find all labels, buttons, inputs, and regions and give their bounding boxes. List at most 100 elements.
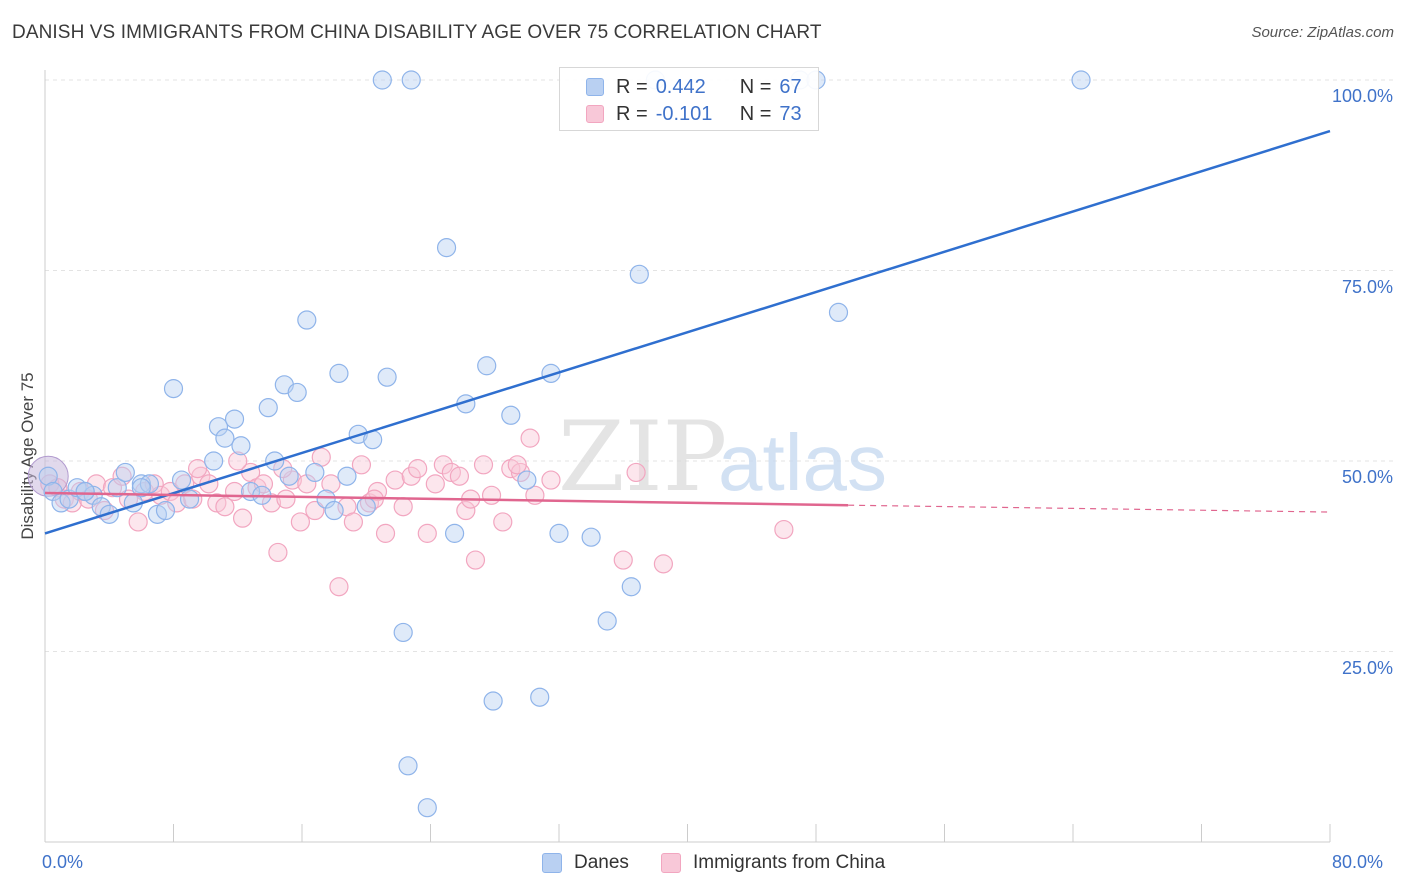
legend-n-label: N =: [739, 75, 772, 98]
legend-r-value: -0.101: [655, 102, 713, 125]
china-point: [187, 459, 208, 479]
danes-point: [581, 527, 601, 547]
china-point: [433, 455, 453, 475]
series-name-china: Immigrants from China: [693, 852, 886, 873]
china-point: [70, 481, 90, 502]
trend-lines: [44, 129, 1331, 535]
danes-point: [43, 481, 63, 502]
danes-point: [163, 379, 184, 399]
series-swatch-danes: [542, 853, 562, 873]
watermark: ZIP atlas: [558, 401, 887, 513]
china-point: [228, 451, 248, 471]
series-legend-danes: Danes: [542, 852, 629, 874]
y-tick-label: 25.0%: [1341, 657, 1393, 678]
danes-point: [549, 523, 569, 543]
danes-point: [401, 70, 421, 90]
china-point: [626, 462, 646, 483]
x-tick-label: 0.0%: [42, 852, 84, 872]
danes-point: [436, 238, 457, 258]
danes-point: [828, 302, 849, 323]
china-point: [425, 474, 445, 494]
legend-r-label: R =: [616, 102, 648, 125]
danes-point: [38, 466, 58, 486]
danes-point: [297, 310, 317, 330]
danes-point: [131, 478, 151, 498]
y-tick-label: 50.0%: [1341, 467, 1393, 487]
danes-point: [287, 382, 307, 403]
watermark-zip: ZIP: [558, 401, 727, 513]
danes-point: [477, 356, 497, 376]
series-name-danes: Danes: [574, 852, 629, 873]
chart-source: Source: ZipAtlas.com: [1251, 24, 1394, 41]
china-point: [215, 497, 235, 517]
china-point: [408, 459, 428, 479]
china-point: [375, 523, 396, 543]
x-tick-label: 80.0%: [1332, 852, 1384, 872]
danes-point: [107, 478, 127, 498]
danes-point: [629, 264, 649, 284]
legend-n-value: 73: [779, 102, 802, 125]
chart-title: DANISH VS IMMIGRANTS FROM CHINA DISABILI…: [12, 22, 822, 43]
china-point: [321, 474, 341, 494]
danes-point: [224, 409, 245, 429]
china-point: [224, 481, 245, 502]
series-legend-china: Immigrants from China: [661, 852, 885, 874]
china-point: [449, 466, 470, 486]
china-point: [351, 455, 372, 475]
danes-point: [621, 577, 641, 597]
gridlines: [45, 79, 1395, 652]
china-point: [343, 512, 363, 532]
danes-point: [329, 363, 349, 383]
danes-point: [377, 367, 397, 387]
china-point: [473, 455, 494, 475]
legend-row-danes: R = 0.442 N = 67: [586, 74, 802, 100]
china-point: [393, 497, 413, 517]
danes-point: [155, 500, 176, 521]
danes-point: [393, 622, 413, 643]
watermark-atlas: atlas: [718, 418, 887, 507]
y-tick-label: 100.0%: [1331, 86, 1393, 106]
danes-point: [530, 687, 550, 707]
legend-swatch-danes: [586, 78, 604, 96]
danes-point: [204, 451, 224, 471]
china-point: [613, 550, 633, 570]
danes-point: [279, 466, 299, 486]
danes-point: [258, 398, 278, 418]
china-point: [507, 455, 527, 475]
china-trend-line: [44, 491, 849, 507]
danes-point: [316, 489, 336, 509]
china-point: [465, 550, 486, 570]
china-point: [305, 500, 325, 521]
danes-point: [444, 523, 465, 543]
danes-point: [398, 756, 418, 776]
legend-row-china: R = -0.101 N = 73: [586, 101, 802, 127]
china-point: [401, 466, 421, 486]
danes-point: [208, 417, 229, 437]
danes-point: [356, 497, 376, 517]
danes-point: [517, 470, 537, 490]
china-point: [541, 470, 561, 490]
danes-point: [231, 436, 251, 456]
china-point: [290, 512, 310, 532]
danes-point: [215, 428, 235, 448]
china-point: [297, 474, 317, 494]
danes-point: [324, 500, 344, 521]
legend-swatch-china: [586, 105, 604, 123]
danes-point: [483, 691, 503, 711]
danes-point: [1071, 70, 1091, 90]
y-tick-label: 75.0%: [1341, 276, 1393, 297]
danes-point: [337, 466, 357, 486]
series-swatch-china: [661, 853, 681, 873]
danes-point: [597, 611, 617, 631]
danes-point: [417, 798, 437, 818]
china-point: [456, 500, 476, 521]
china-point: [128, 512, 148, 532]
legend-r-value: 0.442: [655, 75, 706, 98]
legend-r-label: R =: [616, 75, 648, 98]
china-trend-extension: [848, 504, 1331, 513]
legend-n-value: 67: [779, 75, 802, 98]
china-point: [232, 508, 253, 528]
series-danes-points: [38, 70, 1091, 818]
china-point: [653, 554, 674, 574]
danes-point: [75, 481, 95, 502]
